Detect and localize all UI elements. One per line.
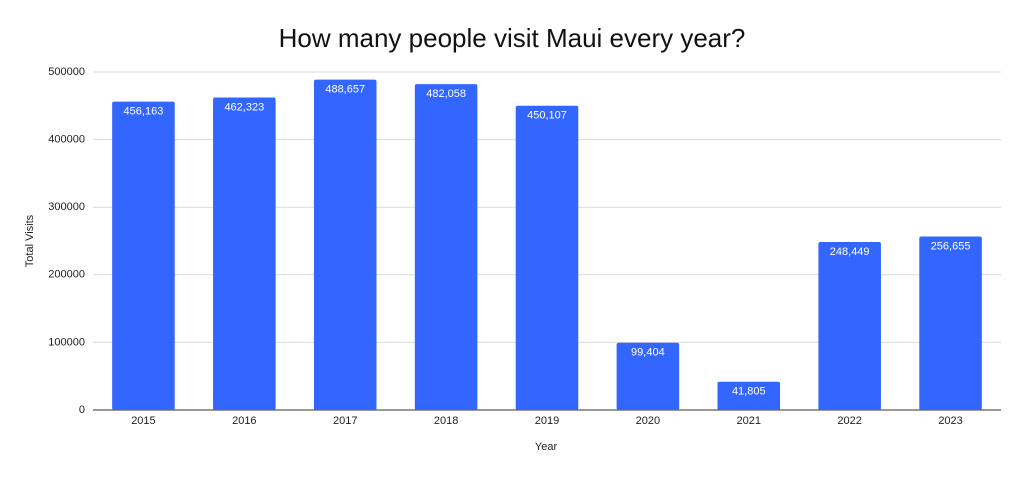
data-label: 256,655 bbox=[931, 240, 971, 252]
data-label: 41,805 bbox=[732, 386, 766, 398]
x-axis-title: Year bbox=[535, 441, 558, 453]
bar bbox=[515, 105, 579, 411]
bar bbox=[919, 236, 982, 410]
data-label: 456,163 bbox=[124, 106, 164, 118]
bar bbox=[213, 97, 276, 410]
data-label: 248,449 bbox=[830, 246, 870, 258]
x-tick-label: 2017 bbox=[333, 415, 357, 427]
x-tick-label: 2020 bbox=[636, 415, 660, 427]
y-axis-title: Total Visits bbox=[24, 214, 36, 267]
data-label: 450,107 bbox=[527, 110, 567, 122]
x-tick-label: 2021 bbox=[737, 415, 761, 427]
bar bbox=[112, 101, 175, 410]
bar bbox=[616, 342, 680, 410]
y-tick-label: 300000 bbox=[48, 201, 85, 213]
bar bbox=[818, 242, 881, 410]
y-tick-label: 0 bbox=[79, 404, 85, 416]
y-tick-label: 500000 bbox=[48, 66, 85, 78]
y-tick-label: 400000 bbox=[48, 134, 85, 146]
data-label: 482,058 bbox=[426, 88, 466, 100]
bar bbox=[717, 381, 781, 410]
x-tick-label: 2022 bbox=[837, 415, 861, 427]
x-tick-label: 2023 bbox=[938, 415, 962, 427]
y-tick-label: 200000 bbox=[48, 269, 85, 281]
chart-title: How many people visit Maui every year? bbox=[279, 23, 746, 53]
bar bbox=[414, 84, 478, 411]
y-tick-label: 100000 bbox=[48, 336, 85, 348]
x-tick-label: 2015 bbox=[131, 415, 155, 427]
data-label: 99,404 bbox=[631, 347, 665, 359]
x-tick-label: 2016 bbox=[232, 415, 256, 427]
data-label: 462,323 bbox=[224, 101, 264, 113]
bar bbox=[313, 79, 377, 410]
x-tick-label: 2019 bbox=[535, 415, 559, 427]
x-tick-label: 2018 bbox=[434, 415, 458, 427]
data-label: 488,657 bbox=[325, 84, 365, 96]
